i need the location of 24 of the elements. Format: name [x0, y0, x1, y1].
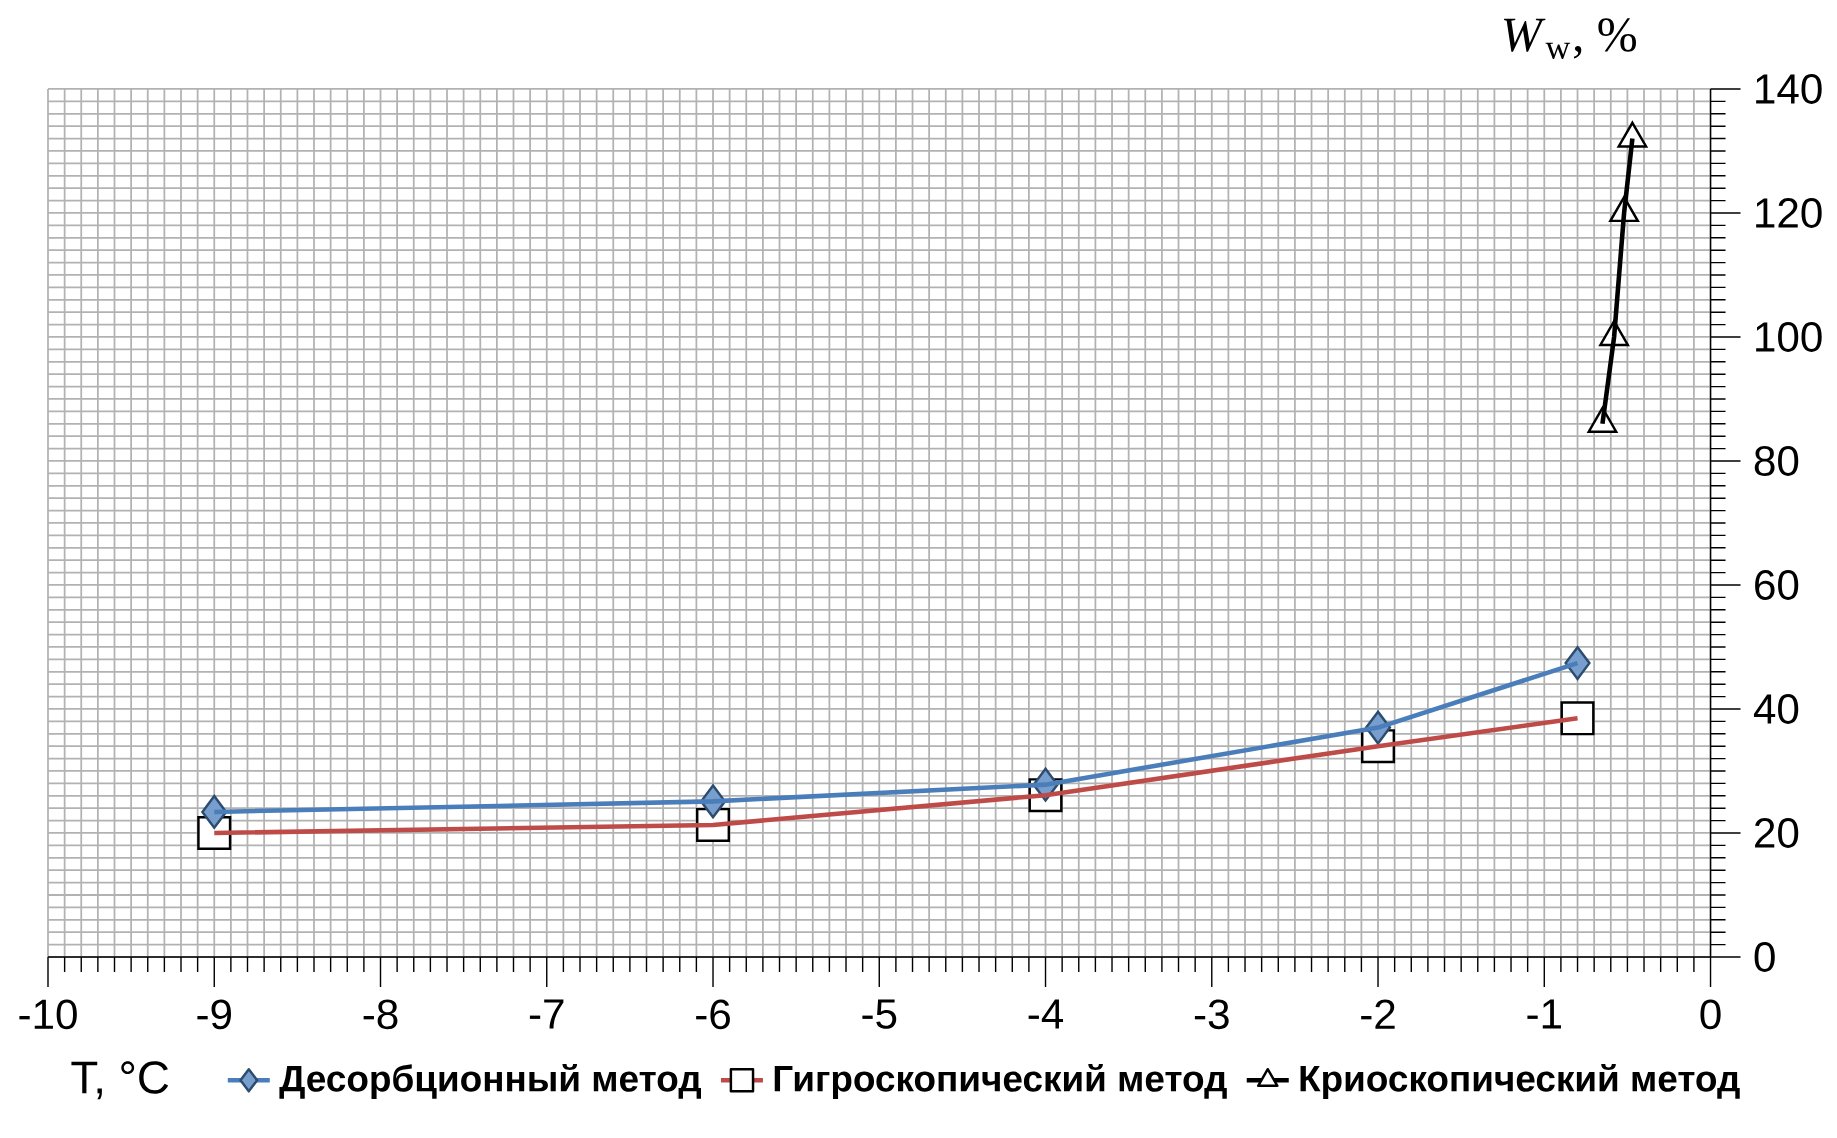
y-tick-label: 80	[1754, 446, 1799, 476]
x-tick-label: -4	[1028, 999, 1064, 1029]
y-axis-title: W$_{w}$, %	[1503, 18, 1636, 59]
x-tick-label: -8	[363, 999, 398, 1030]
y-tick-label: 20	[1755, 818, 1799, 848]
legend-label: Десорбционный метод	[279, 1063, 702, 1100]
y-tick-label: 40	[1753, 694, 1799, 724]
y-tick-label: 0	[1754, 942, 1775, 972]
y-tick-label: 100	[1756, 322, 1822, 352]
x-axis-title: T, °C	[71, 1061, 169, 1100]
x-tick-label: -6	[696, 999, 730, 1030]
x-tick-label: -1	[1527, 999, 1561, 1029]
x-tick-label: -10	[19, 999, 77, 1030]
x-tick-label: -2	[1361, 999, 1395, 1029]
legend-label: Гигроскопический метод	[774, 1063, 1227, 1100]
y-tick-label: 120	[1756, 198, 1822, 228]
x-tick-label: -3	[1194, 999, 1229, 1030]
x-tick-label: -5	[862, 999, 897, 1029]
legend-label: Криоскопический метод	[1300, 1063, 1740, 1100]
x-tick-label: -9	[197, 999, 231, 1030]
x-tick-label: -7	[529, 999, 564, 1029]
x-tick-label: 0	[1700, 999, 1721, 1030]
y-tick-label: 60	[1755, 570, 1799, 600]
y-tick-label: 140	[1756, 74, 1822, 104]
